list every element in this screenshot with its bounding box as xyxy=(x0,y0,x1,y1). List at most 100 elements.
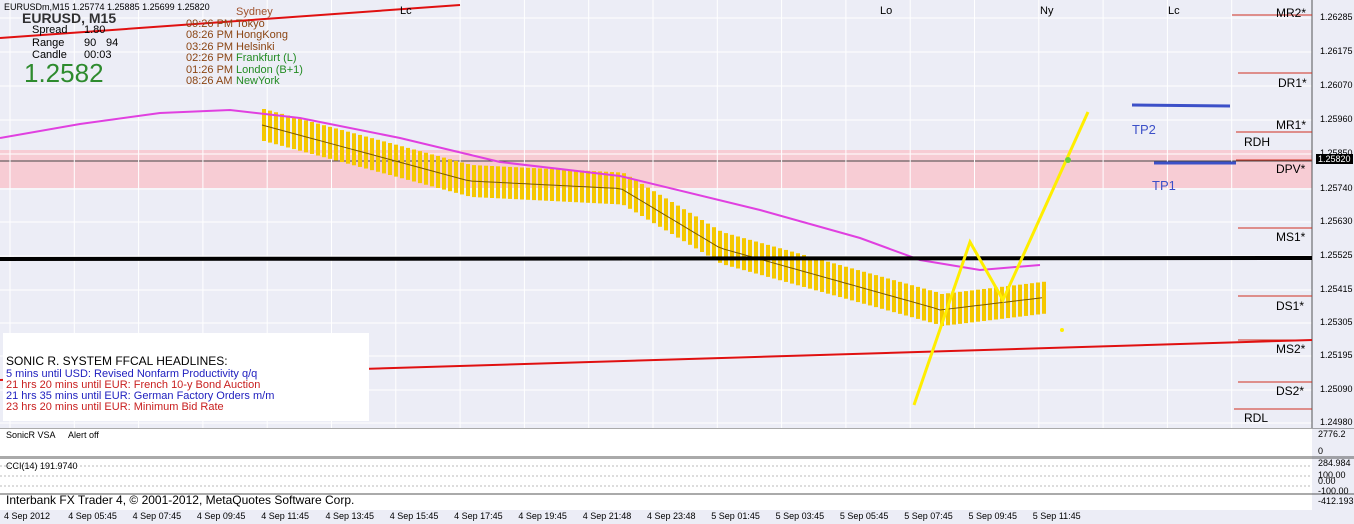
vsa-alert: Alert off xyxy=(68,430,99,440)
channel-band xyxy=(442,157,446,190)
channel-band xyxy=(928,290,932,323)
channel-band xyxy=(874,275,878,308)
channel-band xyxy=(904,283,908,316)
channel-band xyxy=(826,261,830,294)
channel-band xyxy=(316,123,320,156)
spread-value: 1.80 xyxy=(84,24,106,36)
headline-item: 21 hrs 20 mins until EUR: French 10-y Bo… xyxy=(6,379,261,391)
channel-band xyxy=(910,285,914,318)
channel-band xyxy=(742,238,746,271)
vsa-axis-top: 2776.2 xyxy=(1318,429,1346,439)
session-city: Helsinki xyxy=(236,40,275,53)
price-tick: 1.25850 xyxy=(1320,148,1353,158)
session-time: 08:26 AM xyxy=(186,75,233,87)
channel-band xyxy=(814,258,818,291)
time-tick: 4 Sep 2012 xyxy=(4,511,51,521)
price-tick: 1.24980 xyxy=(1320,417,1353,427)
channel-band xyxy=(640,184,644,216)
channel-band xyxy=(382,141,386,174)
channel-band xyxy=(898,281,902,314)
marker-lc-1: Lc xyxy=(400,5,412,17)
channel-band xyxy=(394,144,398,177)
price-tick: 1.26175 xyxy=(1320,46,1353,56)
channel-band xyxy=(352,133,356,166)
channel-band xyxy=(370,138,374,171)
channel-band xyxy=(724,233,728,266)
range-label: Range xyxy=(32,37,65,49)
channel-band xyxy=(856,270,860,303)
channel-band xyxy=(628,176,632,209)
channel-band xyxy=(712,227,716,260)
channel-band xyxy=(262,109,266,141)
channel-band xyxy=(808,256,812,289)
signal-dot xyxy=(1060,328,1064,332)
channel-band xyxy=(286,115,290,148)
channel-band xyxy=(880,276,884,309)
time-tick: 4 Sep 19:45 xyxy=(518,511,567,521)
symbol-line: EURUSDm,M15 1.25774 1.25885 1.25699 1.25… xyxy=(4,2,210,12)
trend-line-top xyxy=(0,4,461,39)
price-chart[interactable] xyxy=(0,0,1354,428)
channel-band xyxy=(784,249,788,282)
channel-band xyxy=(862,271,866,304)
channel-band xyxy=(736,236,740,269)
time-tick: 5 Sep 01:45 xyxy=(711,511,760,521)
session-city: HongKong xyxy=(236,29,288,41)
vsa-axis-bottom: 0 xyxy=(1318,446,1324,456)
cci-chart[interactable] xyxy=(0,458,1354,510)
channel-band xyxy=(748,239,752,272)
cci-tick: 284.984 xyxy=(1318,458,1351,468)
channel-band xyxy=(334,128,338,161)
level-mr1: MR1* xyxy=(1276,118,1307,132)
session-city: Frankfurt (L) xyxy=(236,52,297,64)
headline-item: 23 hrs 20 mins until EUR: Minimum Bid Ra… xyxy=(6,401,224,413)
channel-band xyxy=(820,260,824,292)
channel-band xyxy=(658,194,662,227)
time-tick: 5 Sep 05:45 xyxy=(839,511,889,521)
channel-band xyxy=(424,152,428,185)
time-tick: 5 Sep 03:45 xyxy=(775,511,825,521)
channel-band xyxy=(346,131,350,164)
level-ms1: MS1* xyxy=(1276,230,1306,244)
vsa-chart[interactable] xyxy=(0,428,1354,458)
channel-band xyxy=(358,134,362,167)
channel-band xyxy=(934,291,938,324)
channel-band xyxy=(646,187,650,220)
channel-band xyxy=(622,173,626,206)
cci-tick: 0.00 xyxy=(1318,476,1336,486)
channel-band xyxy=(652,191,656,224)
time-tick: 4 Sep 23:48 xyxy=(647,511,696,521)
channel-band xyxy=(892,280,896,313)
channel-band xyxy=(682,209,686,242)
channel-band xyxy=(388,143,392,176)
target-tp2: TP2 xyxy=(1132,122,1156,137)
price-tick: 1.25740 xyxy=(1320,183,1353,193)
time-tick: 4 Sep 05:45 xyxy=(68,511,117,521)
time-tick: 5 Sep 09:45 xyxy=(968,511,1018,521)
channel-band xyxy=(832,263,836,296)
session-time: 03:26 PM xyxy=(186,40,234,53)
channel-band xyxy=(412,149,416,182)
channel-band xyxy=(634,180,638,213)
big-price: 1.2582 xyxy=(24,58,104,88)
target-tp1: TP1 xyxy=(1152,178,1176,193)
cci-background xyxy=(0,458,1312,510)
headlines-title: SONIC R. SYSTEM FFCAL HEADLINES: xyxy=(6,354,228,368)
marker-lo: Lo xyxy=(880,5,893,17)
pivot-zone xyxy=(0,150,1312,188)
channel-band xyxy=(400,146,404,179)
time-tick: 4 Sep 21:48 xyxy=(582,511,632,521)
channel-band xyxy=(916,286,920,319)
session-time: 08:26 PM xyxy=(186,29,234,41)
level-dr1: DR1* xyxy=(1278,76,1307,90)
channel-band xyxy=(1042,281,1046,314)
time-tick: 4 Sep 15:45 xyxy=(389,511,439,521)
channel-band xyxy=(700,220,704,252)
time-tick: 4 Sep 07:45 xyxy=(132,511,182,521)
channel-band xyxy=(730,234,734,267)
channel-band xyxy=(706,223,710,256)
channel-band xyxy=(778,248,782,281)
marker-ny: Ny xyxy=(1040,5,1054,17)
candle-value: 00:03 xyxy=(84,49,112,61)
channel-band xyxy=(274,112,278,145)
